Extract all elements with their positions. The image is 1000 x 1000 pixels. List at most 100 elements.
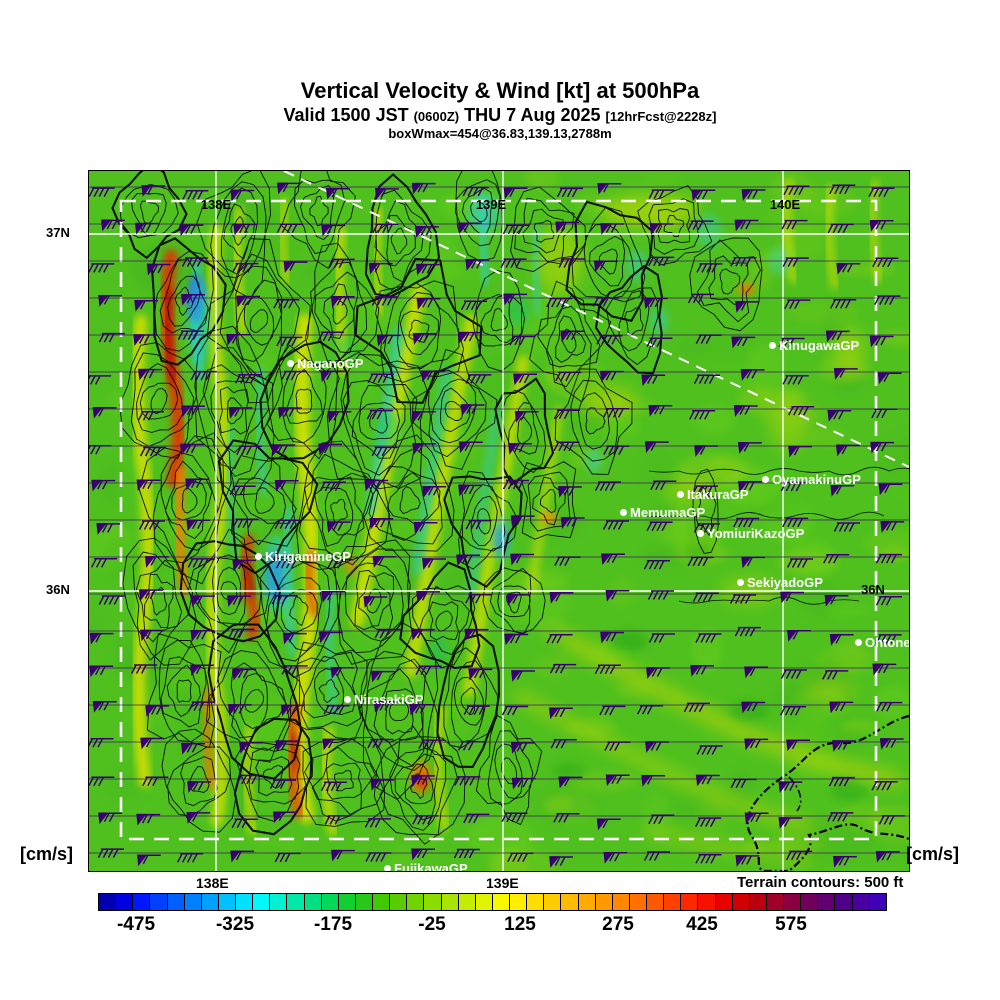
colorbar-cell bbox=[270, 894, 288, 910]
colorbar-tick: -325 bbox=[215, 914, 255, 935]
colorbar-cell bbox=[664, 894, 682, 910]
colorbar-cell bbox=[715, 894, 733, 910]
station-fujikawa: FujikawaGP bbox=[384, 861, 468, 871]
colorbar-cell bbox=[818, 894, 836, 910]
colorbar-cell bbox=[390, 894, 408, 910]
station-oyamakinu: OyamakinuGP bbox=[762, 472, 861, 487]
colorbar-cell bbox=[407, 894, 425, 910]
colorbar-cell bbox=[766, 894, 784, 910]
colorbar-cell bbox=[253, 894, 271, 910]
colorbar-cell bbox=[492, 894, 510, 910]
valid-prefix: Valid 1500 JST bbox=[283, 105, 409, 126]
colorbar bbox=[98, 893, 887, 911]
station-dot bbox=[762, 476, 769, 483]
valid-utc: (0600Z) bbox=[413, 109, 460, 125]
colorbar-ticks: -475 -325 -175 -25 125 275 425 575 bbox=[98, 914, 885, 940]
station-kinugawa: KinugawaGP bbox=[769, 338, 859, 353]
colorbar-cell bbox=[732, 894, 750, 910]
station-dot bbox=[737, 579, 744, 586]
colorbar-cell bbox=[304, 894, 322, 910]
colorbar-cell bbox=[424, 894, 442, 910]
parallel-label-36n-right: 36N bbox=[861, 582, 885, 597]
colorbar-cell bbox=[852, 894, 870, 910]
colorbar-cell bbox=[150, 894, 168, 910]
colorbar-cell bbox=[612, 894, 630, 910]
bottom-lon-138e: 138E bbox=[196, 875, 229, 891]
wind-barbs bbox=[89, 182, 909, 868]
chart-title: Vertical Velocity & Wind [kt] at 500hPa bbox=[300, 78, 700, 103]
colorbar-cell bbox=[681, 894, 699, 910]
bottom-lon-139e: 139E bbox=[486, 875, 519, 891]
station-itakura: ItakuraGP bbox=[677, 487, 748, 502]
colorbar-cell bbox=[338, 894, 356, 910]
units-label-right: [cm/s] bbox=[906, 844, 960, 864]
colorbar-cell bbox=[321, 894, 339, 910]
colorbar-cell bbox=[116, 894, 134, 910]
parallel-label-37n-left: 37N bbox=[46, 225, 70, 240]
station-kirigamine: KirigamineGP bbox=[255, 549, 351, 564]
station-dot bbox=[677, 491, 684, 498]
colorbar-cell bbox=[749, 894, 767, 910]
colorbar-cell bbox=[869, 894, 886, 910]
colorbar-cell bbox=[801, 894, 819, 910]
parallel-label-36n-left: 36N bbox=[46, 582, 70, 597]
colorbar-cell bbox=[629, 894, 647, 910]
box-and-diagonal bbox=[119, 171, 909, 841]
colorbar-cell bbox=[595, 894, 613, 910]
colorbar-cell bbox=[184, 894, 202, 910]
colorbar-cell bbox=[287, 894, 305, 910]
colorbar-cell bbox=[373, 894, 391, 910]
station-ohtone: OhtoneGP bbox=[855, 635, 909, 650]
colorbar-cell bbox=[835, 894, 853, 910]
chart-header: Vertical Velocity & Wind [kt] at 500hPa … bbox=[0, 78, 1000, 142]
boundary-lines bbox=[746, 714, 909, 871]
meridian-label-140e: 140E bbox=[769, 197, 801, 212]
colorbar-tick: -475 bbox=[116, 914, 156, 935]
colorbar-cell bbox=[544, 894, 562, 910]
map-field-svg bbox=[89, 171, 909, 871]
valid-time-line: Valid 1500 JST (0600Z) THU 7 Aug 2025 [1… bbox=[0, 105, 1000, 126]
colorbar-cell bbox=[527, 894, 545, 910]
station-yomiurikazo: YomiuriKazoGP bbox=[697, 526, 804, 541]
colorbar-tick: -25 bbox=[418, 914, 446, 935]
colorbar-cell bbox=[218, 894, 236, 910]
station-nagano: NaganoGP bbox=[287, 356, 363, 371]
colorbar-cell bbox=[201, 894, 219, 910]
colorbar-cell bbox=[784, 894, 802, 910]
meridian-label-139e: 139E bbox=[475, 197, 507, 212]
station-dot bbox=[769, 342, 776, 349]
colorbar-cell bbox=[698, 894, 716, 910]
box-wmax-line: boxWmax=454@36.83,139.13,2788m bbox=[388, 125, 612, 141]
station-dot bbox=[620, 509, 627, 516]
colorbar-cell bbox=[578, 894, 596, 910]
colorbar-cell bbox=[510, 894, 528, 910]
colorbar-tick: 425 bbox=[686, 914, 718, 935]
colorbar-cell bbox=[441, 894, 459, 910]
colorbar-tick: 275 bbox=[602, 914, 634, 935]
station-sekiyado: SekiyadoGP bbox=[737, 575, 823, 590]
station-memuma: MemumaGP bbox=[620, 505, 705, 520]
colorbar-cell bbox=[561, 894, 579, 910]
colorbar-cell bbox=[355, 894, 373, 910]
colorbar-tick: 125 bbox=[504, 914, 536, 935]
valid-date: THU 7 Aug 2025 bbox=[464, 105, 601, 126]
colorbar-tick: -175 bbox=[313, 914, 353, 935]
station-dot bbox=[344, 696, 351, 703]
units-label-left: [cm/s] bbox=[20, 844, 74, 864]
colorbar-cell bbox=[647, 894, 665, 910]
station-dot bbox=[697, 530, 704, 537]
forecast-tag: [12hrFcst@2228z] bbox=[605, 109, 717, 125]
terrain-contours-note: Terrain contours: 500 ft bbox=[737, 874, 904, 891]
graticule bbox=[89, 171, 909, 871]
map-canvas: 138E 139E 140E 36N NaganoGP KinugawaGP O… bbox=[88, 170, 910, 872]
colorbar-cell bbox=[475, 894, 493, 910]
station-dot bbox=[287, 360, 294, 367]
colorbar-cell bbox=[133, 894, 151, 910]
colorbar-cell bbox=[236, 894, 254, 910]
colorbar-cell bbox=[99, 894, 117, 910]
station-nirasaki: NirasakiGP bbox=[344, 692, 423, 707]
station-dot bbox=[255, 553, 262, 560]
colorbar-cell bbox=[167, 894, 185, 910]
station-dot bbox=[855, 639, 862, 646]
